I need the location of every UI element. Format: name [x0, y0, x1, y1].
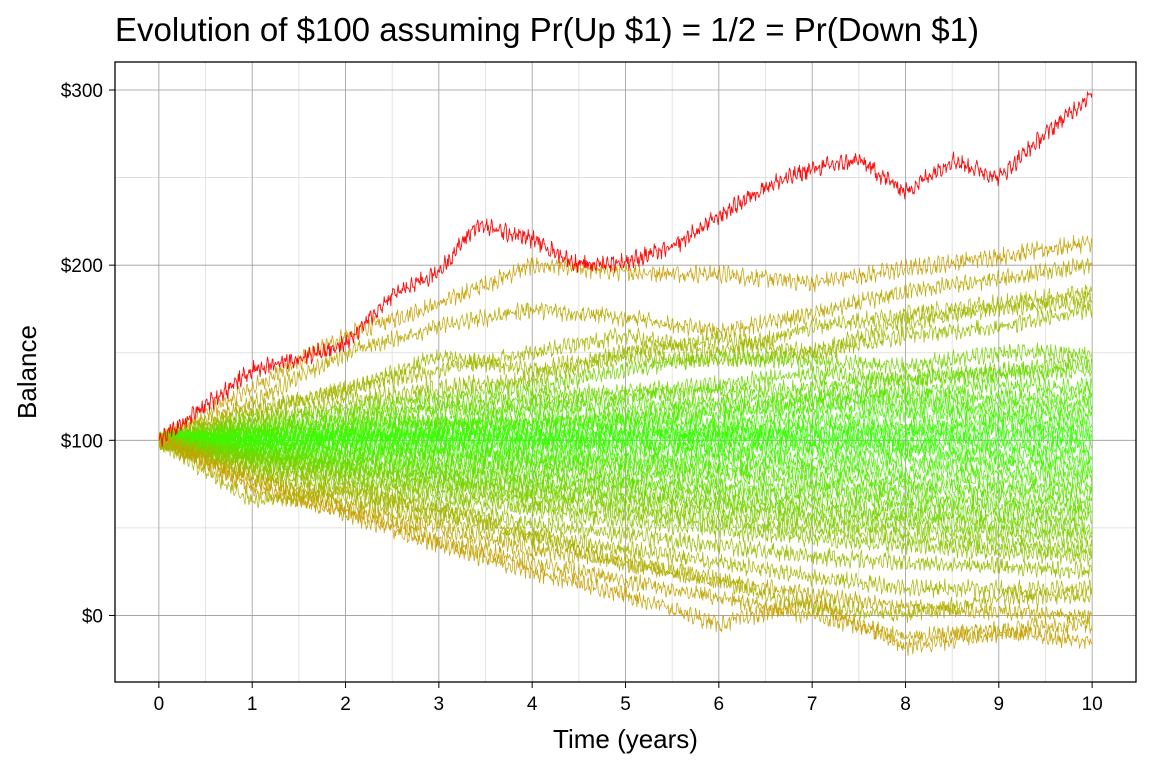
- x-tick-label: 2: [340, 694, 351, 715]
- x-tick-label: 4: [527, 694, 538, 715]
- series-line: [158, 434, 1093, 557]
- series-line: [158, 91, 1093, 448]
- y-tick-label: $200: [61, 256, 103, 277]
- series-line: [158, 434, 1093, 567]
- series-line: [158, 354, 1093, 447]
- series-line: [158, 342, 1093, 448]
- series-line: [158, 284, 1093, 447]
- y-tick-label: $100: [61, 431, 103, 452]
- series-line: [158, 434, 1093, 580]
- x-tick-label: 10: [1082, 694, 1103, 715]
- series-line: [158, 257, 1093, 444]
- series-line: [158, 431, 1093, 466]
- x-tick-label: 9: [994, 694, 1005, 715]
- y-tick-label: $0: [82, 606, 103, 627]
- x-tick-label: 5: [620, 694, 631, 715]
- series-line: [158, 432, 1093, 546]
- x-tick-label: 6: [714, 694, 725, 715]
- series-line: [158, 426, 1093, 453]
- series-lines: [158, 91, 1093, 656]
- y-axis-title: Balance: [12, 325, 42, 419]
- x-tick-label: 0: [154, 694, 165, 715]
- y-tick-label: $300: [61, 81, 103, 102]
- x-axis-title: Time (years): [553, 724, 698, 754]
- x-tick-label: 7: [807, 694, 818, 715]
- series-line: [158, 395, 1093, 450]
- series-line: [158, 435, 1093, 538]
- series-line: [158, 432, 1093, 656]
- x-tick-label: 8: [900, 694, 911, 715]
- x-tick-label: 1: [247, 694, 258, 715]
- x-tick-label: 3: [434, 694, 445, 715]
- series-line: [158, 302, 1093, 448]
- chart-title: Evolution of $100 assuming Pr(Up $1) = 1…: [115, 11, 979, 48]
- series-line: [158, 432, 1093, 484]
- y-axis: $0 $100 $200 $300: [61, 81, 115, 627]
- x-axis: 0 1 2 3 4 5 6 7 8 9 10: [154, 682, 1103, 715]
- series-line: [158, 436, 1093, 623]
- series-line: [158, 290, 1093, 448]
- series-line: [158, 434, 1093, 494]
